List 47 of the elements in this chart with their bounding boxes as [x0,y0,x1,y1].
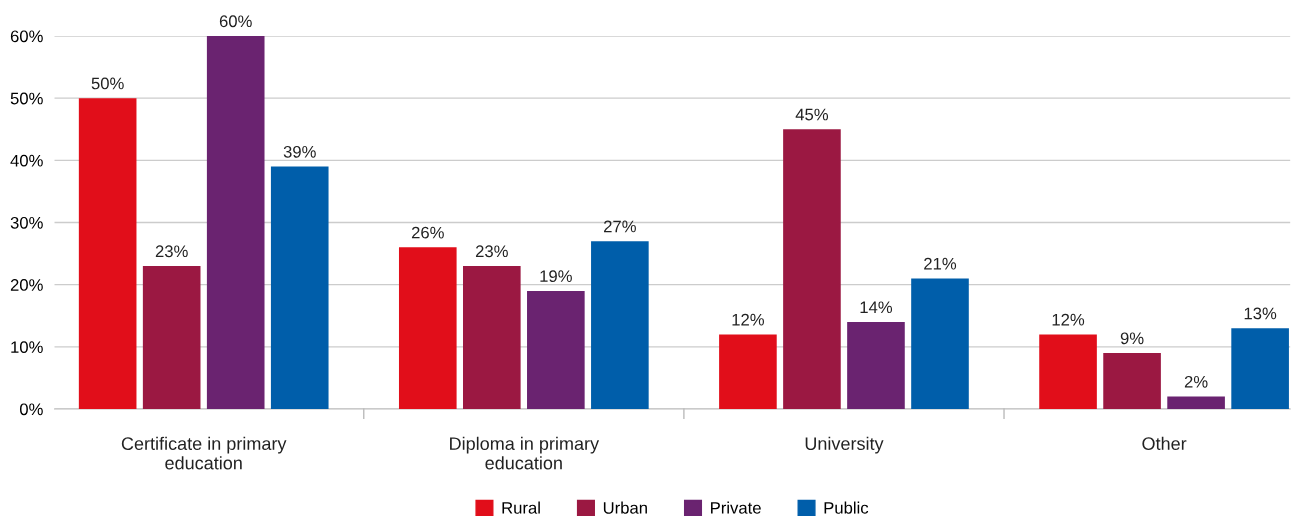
data-label: 13% [1244,307,1277,320]
bar [783,129,841,409]
data-label: 45% [795,108,829,121]
bar [911,278,969,409]
x-tick-label: University [805,436,884,454]
bar [1231,328,1289,409]
data-label: 19% [540,270,572,283]
data-label: 27% [604,220,636,233]
x-tick-label: Diploma in primary education [450,436,600,470]
bar [206,36,265,409]
y-tick-label: 10% [11,341,43,354]
bar [78,98,137,409]
y-tick-label: 20% [10,279,43,291]
bar [527,290,585,409]
bar [1103,353,1161,409]
data-label: 23% [155,245,188,258]
x-tick-label: Other [1142,436,1187,451]
y-tick-label: 60% [10,30,43,43]
data-label: 60% [219,15,252,28]
y-tick-label: 40% [10,154,43,167]
data-label: 2% [1184,375,1208,388]
data-label: 14% [860,301,893,314]
bar [463,266,521,409]
data-label: 12% [1052,313,1085,326]
data-label: 12% [732,313,764,326]
bar [1039,334,1097,409]
y-tick-label: 30% [10,216,43,229]
bar [270,166,329,409]
legend-label: Urban [603,501,647,514]
x-tick-label: Certificate in primary education [121,436,287,470]
y-tick-label: 50% [10,92,43,105]
bar [847,321,905,409]
data-label: 39% [283,145,316,158]
data-label: 23% [475,245,508,258]
legend-label: Public [824,501,869,514]
bar [1167,396,1225,409]
data-label: 26% [411,226,444,239]
data-label: 21% [924,257,957,270]
bar [142,266,201,409]
data-label: 9% [1120,332,1144,345]
bar [591,241,649,409]
bar [398,247,457,409]
bar [719,334,777,409]
legend-label: Rural [502,501,540,514]
data-label: 50% [91,77,124,90]
y-tick-label: 0% [19,403,43,416]
legend-label: Private [711,501,761,514]
